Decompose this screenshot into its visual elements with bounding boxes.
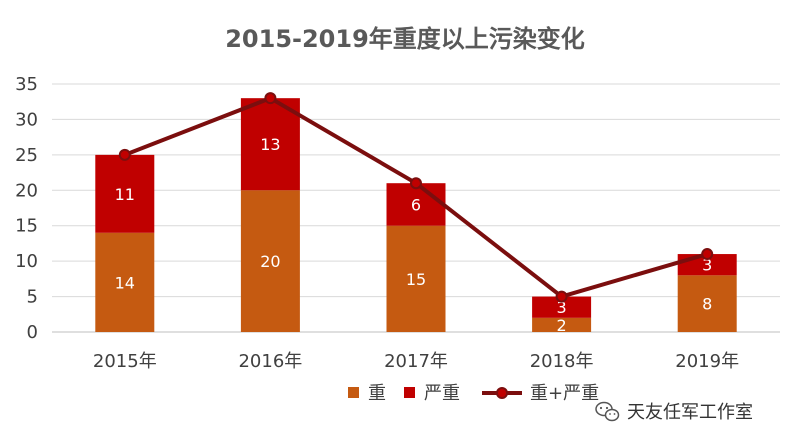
watermark: 天友任军工作室 bbox=[595, 401, 753, 423]
x-tick-label: 2015年 bbox=[93, 351, 157, 372]
bar-heavy bbox=[677, 275, 737, 332]
bar-heavy bbox=[386, 225, 446, 332]
x-tick-label: 2017年 bbox=[384, 351, 448, 372]
line-point bbox=[264, 92, 277, 105]
bar-value-label: 2 bbox=[557, 316, 567, 335]
bar-heavy bbox=[532, 317, 592, 332]
y-tick-label: 15 bbox=[15, 216, 38, 237]
total-line bbox=[118, 92, 714, 303]
bar-value-label: 15 bbox=[406, 270, 426, 289]
wechat-icon bbox=[595, 401, 620, 422]
x-axis-ticks: 2015年 2016年 2017年 2018年 2019年 bbox=[93, 351, 739, 372]
y-tick-label: 5 bbox=[27, 287, 38, 308]
bar-value-label: 8 bbox=[702, 295, 712, 314]
bar-value-label: 3 bbox=[557, 298, 567, 317]
legend: 重 严重 重+严重 bbox=[348, 383, 599, 404]
line-point bbox=[118, 148, 131, 161]
bar-severe bbox=[386, 183, 446, 226]
bar-value-label: 6 bbox=[411, 195, 421, 214]
y-tick-label: 20 bbox=[15, 180, 38, 201]
y-tick-label: 10 bbox=[15, 251, 38, 272]
line-point bbox=[410, 177, 422, 190]
y-tick-label: 25 bbox=[15, 145, 38, 166]
legend-swatch-severe bbox=[404, 387, 415, 398]
line-point bbox=[701, 248, 714, 261]
legend-label: 重+严重 bbox=[530, 383, 599, 404]
bar-heavy bbox=[240, 190, 300, 332]
bar-value-label: 13 bbox=[260, 135, 280, 154]
bar-severe bbox=[532, 296, 592, 318]
y-tick-label: 0 bbox=[27, 322, 38, 343]
legend-line-marker bbox=[496, 387, 508, 399]
x-tick-label: 2019年 bbox=[675, 351, 739, 372]
x-tick-label: 2016年 bbox=[238, 351, 302, 372]
y-tick-label: 30 bbox=[15, 109, 38, 130]
legend-swatch-heavy bbox=[348, 387, 359, 398]
bar-heavy bbox=[95, 232, 155, 332]
bar-severe bbox=[240, 98, 300, 191]
line-point bbox=[555, 290, 568, 303]
y-tick-label: 35 bbox=[15, 74, 38, 95]
bars bbox=[95, 98, 737, 332]
bar-value-label: 3 bbox=[702, 256, 712, 275]
legend-label: 重 bbox=[368, 383, 386, 404]
bar-value-label: 11 bbox=[115, 185, 135, 204]
bar-severe bbox=[95, 154, 155, 233]
bar-value-label: 14 bbox=[115, 273, 135, 292]
bar-value-label: 20 bbox=[260, 252, 280, 271]
legend-label: 严重 bbox=[424, 383, 460, 404]
y-axis-ticks: 0 5 10 15 20 25 30 35 bbox=[15, 74, 38, 343]
chart-title: 2015-2019年重度以上污染变化 bbox=[225, 25, 585, 53]
x-tick-label: 2018年 bbox=[530, 351, 594, 372]
watermark-text: 天友任军工作室 bbox=[627, 402, 753, 423]
